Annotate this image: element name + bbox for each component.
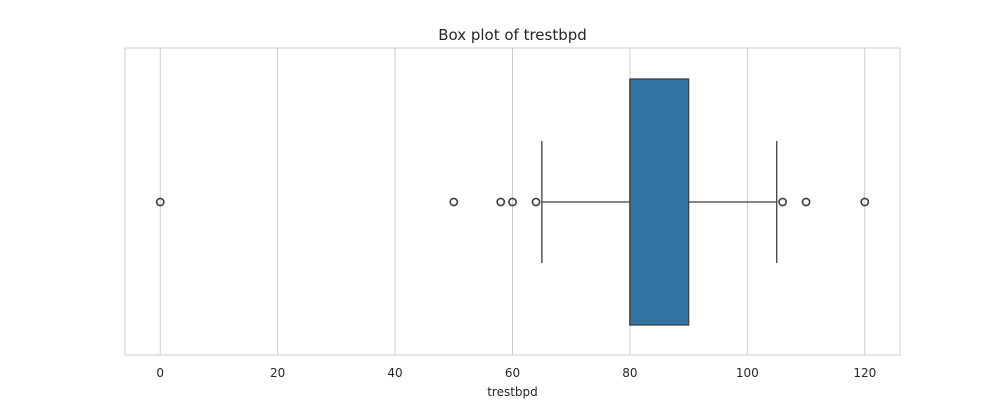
x-tick-label-40: 40 [387,366,402,380]
interquartile-box [629,78,690,326]
x-tick-label-120: 120 [853,366,876,380]
x-axis-label: trestbpd [487,385,538,399]
x-tick-label-20: 20 [270,366,285,380]
outlier-point [508,197,517,207]
x-tick-label-60: 60 [505,366,520,380]
x-tick-label-80: 80 [622,366,637,380]
outlier-point [155,197,165,207]
x-axis-ticks: 0 20 40 60 80 100 120 [156,366,876,380]
plot-area-frame [124,47,901,356]
outlier-point [778,197,787,207]
x-tick-label-100: 100 [736,366,759,380]
outlier-point [801,197,811,207]
outlier-point [860,197,870,207]
outlier-point [496,197,506,207]
x-tick-label-0: 0 [156,366,164,380]
chart-title: Box plot of trestbpd [438,26,587,44]
outlier-point [531,197,541,207]
outlier-points [155,197,870,207]
box-plot [541,78,778,326]
outlier-point [449,197,459,207]
